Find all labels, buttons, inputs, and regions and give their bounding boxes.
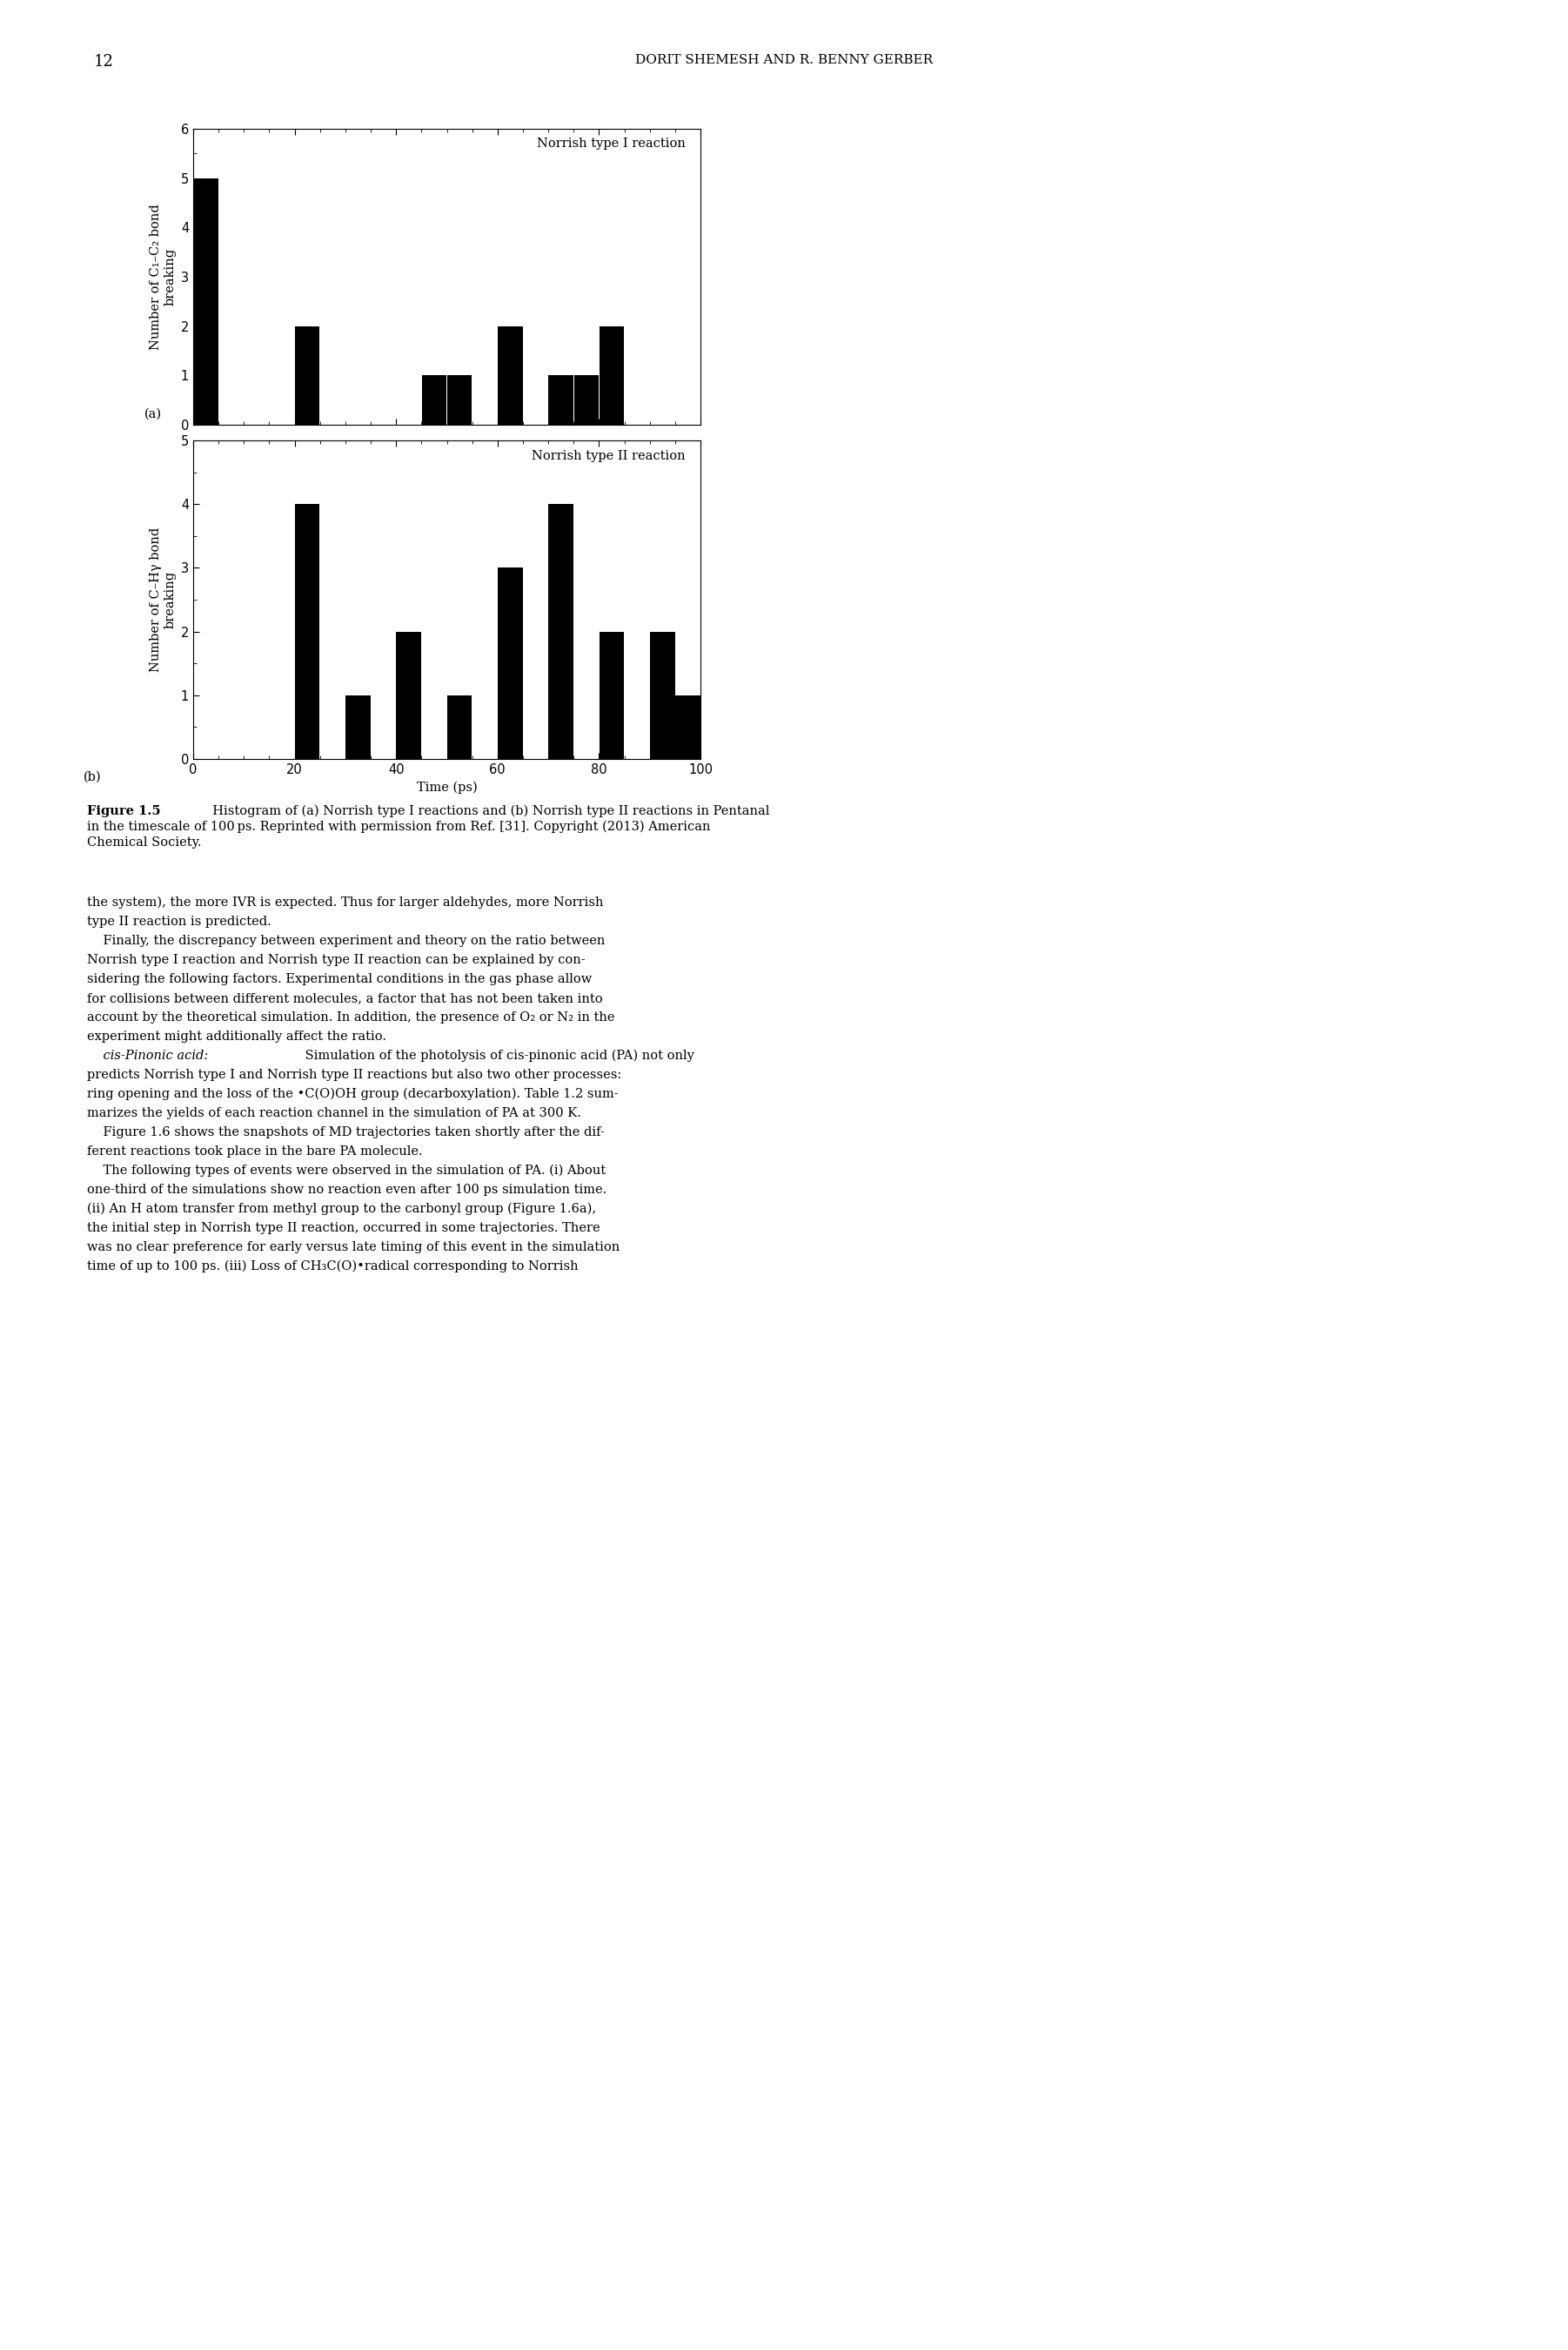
Text: type II reaction is predicted.: type II reaction is predicted. bbox=[86, 916, 271, 928]
Text: Norrish type I reaction: Norrish type I reaction bbox=[536, 139, 685, 150]
Text: ferent reactions took place in the bare PA molecule.: ferent reactions took place in the bare … bbox=[86, 1144, 422, 1159]
Text: (b): (b) bbox=[83, 771, 102, 783]
Text: Finally, the discrepancy between experiment and theory on the ratio between: Finally, the discrepancy between experim… bbox=[86, 935, 605, 947]
Text: sidering the following factors. Experimental conditions in the gas phase allow: sidering the following factors. Experime… bbox=[86, 973, 591, 985]
Text: experiment might additionally affect the ratio.: experiment might additionally affect the… bbox=[86, 1032, 386, 1043]
Bar bbox=[599, 327, 624, 425]
Bar bbox=[497, 327, 522, 425]
Text: Figure 1.6 shows the snapshots of MD trajectories taken shortly after the dif-: Figure 1.6 shows the snapshots of MD tra… bbox=[86, 1126, 605, 1137]
Y-axis label: Number of C₁–C₂ bond
breaking: Number of C₁–C₂ bond breaking bbox=[149, 204, 176, 350]
Bar bbox=[447, 376, 472, 425]
Text: ring opening and the loss of the •C(O)OH group (decarboxylation). Table 1.2 sum-: ring opening and the loss of the •C(O)OH… bbox=[86, 1088, 618, 1100]
Bar bbox=[651, 632, 674, 759]
Text: was no clear preference for early versus late timing of this event in the simula: was no clear preference for early versus… bbox=[86, 1241, 619, 1253]
Text: cis-Pinonic acid:: cis-Pinonic acid: bbox=[86, 1050, 209, 1062]
Text: Norrish type I reaction and Norrish type II reaction can be explained by con-: Norrish type I reaction and Norrish type… bbox=[86, 954, 585, 966]
Text: (a): (a) bbox=[144, 409, 162, 421]
Text: Histogram of (a) Norrish type I reactions and (b) Norrish type II reactions in P: Histogram of (a) Norrish type I reaction… bbox=[204, 806, 770, 818]
Text: Simulation of the photolysis of cis-pinonic acid (PA) not only: Simulation of the photolysis of cis-pino… bbox=[301, 1050, 695, 1062]
Bar bbox=[422, 376, 447, 425]
Bar bbox=[497, 569, 522, 759]
Text: one-third of the simulations show no reaction even after 100 ps simulation time.: one-third of the simulations show no rea… bbox=[86, 1184, 607, 1196]
Text: Chemical Society.: Chemical Society. bbox=[86, 837, 201, 848]
Bar bbox=[447, 696, 472, 759]
Text: the system), the more IVR is expected. Thus for larger aldehydes, more Norrish: the system), the more IVR is expected. T… bbox=[86, 895, 604, 909]
Text: DORIT SHEMESH AND R. BENNY GERBER: DORIT SHEMESH AND R. BENNY GERBER bbox=[635, 54, 933, 66]
Text: for collisions between different molecules, a factor that has not been taken int: for collisions between different molecul… bbox=[86, 992, 602, 1003]
Bar bbox=[599, 632, 624, 759]
Bar bbox=[193, 179, 218, 425]
Bar bbox=[549, 376, 574, 425]
Bar bbox=[676, 696, 701, 759]
Bar bbox=[397, 632, 422, 759]
Y-axis label: Number of C–Hγ bond
breaking: Number of C–Hγ bond breaking bbox=[149, 526, 176, 672]
Text: The following types of events were observed in the simulation of PA. (i) About: The following types of events were obser… bbox=[86, 1166, 605, 1177]
Text: in the timescale of 100 ps. Reprinted with permission from Ref. [31]. Copyright : in the timescale of 100 ps. Reprinted wi… bbox=[86, 820, 710, 834]
Text: (ii) An H atom transfer from methyl group to the carbonyl group (Figure 1.6a),: (ii) An H atom transfer from methyl grou… bbox=[86, 1203, 596, 1215]
Text: account by the theoretical simulation. In addition, the presence of O₂ or N₂ in : account by the theoretical simulation. I… bbox=[86, 1010, 615, 1025]
Bar bbox=[345, 696, 370, 759]
Text: Norrish type II reaction: Norrish type II reaction bbox=[532, 449, 685, 463]
X-axis label: Time (ps): Time (ps) bbox=[417, 780, 477, 794]
Bar bbox=[549, 505, 574, 759]
Text: 12: 12 bbox=[94, 54, 114, 70]
Bar bbox=[295, 327, 320, 425]
Bar bbox=[295, 505, 320, 759]
Bar bbox=[574, 376, 599, 425]
Text: Figure 1.5: Figure 1.5 bbox=[86, 806, 160, 818]
Text: the initial step in Norrish type II reaction, occurred in some trajectories. The: the initial step in Norrish type II reac… bbox=[86, 1222, 601, 1234]
Text: marizes the yields of each reaction channel in the simulation of PA at 300 K.: marizes the yields of each reaction chan… bbox=[86, 1107, 582, 1119]
Text: predicts Norrish type I and Norrish type II reactions but also two other process: predicts Norrish type I and Norrish type… bbox=[86, 1069, 621, 1081]
Text: time of up to 100 ps. (iii) Loss of CH₃C(O)•radical corresponding to Norrish: time of up to 100 ps. (iii) Loss of CH₃C… bbox=[86, 1260, 579, 1274]
